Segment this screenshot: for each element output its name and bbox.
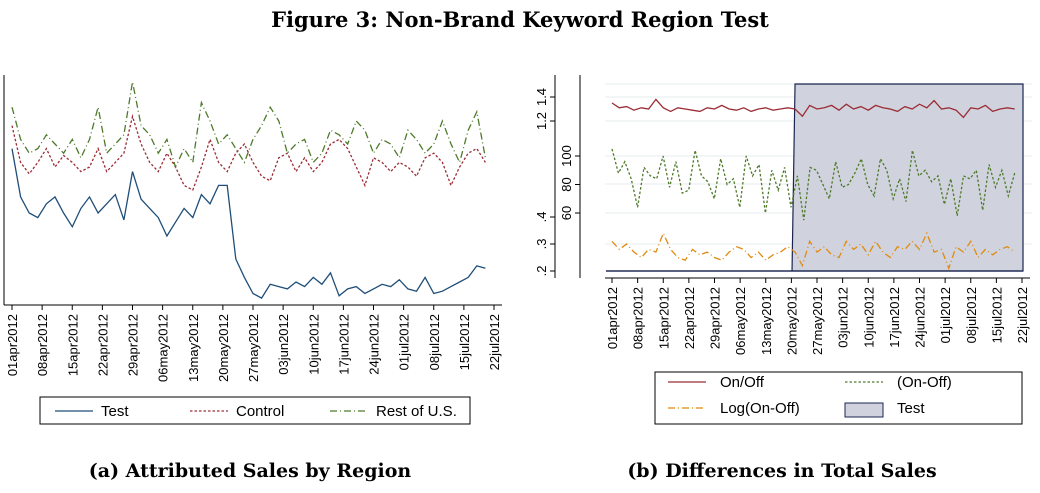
legend-label: Control <box>236 403 284 420</box>
x-tick-label: 22jul2012 <box>487 314 502 370</box>
x-tick-label: 24jun2012 <box>913 287 928 348</box>
y-tick-label: 1.2 <box>534 112 549 130</box>
x-tick-label: 01apr2012 <box>605 287 620 349</box>
x-tick-label: 06may2012 <box>733 287 748 355</box>
x-tick-label: 27may2012 <box>246 314 261 382</box>
series-line-on-off <box>611 98 1015 119</box>
x-tick-label: 08apr2012 <box>631 287 646 349</box>
x-tick-label: 06may2012 <box>156 314 171 382</box>
x-tick-label: 20may2012 <box>216 314 231 382</box>
x-tick-label: 01jul2012 <box>397 314 412 370</box>
legend-label: Log(On-Off) <box>720 400 800 417</box>
x-tick-label: 27may2012 <box>810 287 825 355</box>
x-tick-label: 22apr2012 <box>682 287 697 349</box>
legend-label: Rest of U.S. <box>376 403 457 420</box>
caption-b: (b) Differences in Total Sales <box>627 460 936 482</box>
x-tick-label: 17jun2012 <box>887 287 902 348</box>
legend-label: Test <box>897 400 925 417</box>
legend-key <box>844 402 884 418</box>
y-tick-label: .4 <box>534 212 549 223</box>
x-tick-label: 20may2012 <box>784 287 799 355</box>
x-tick-label: 13may2012 <box>186 314 201 382</box>
x-tick-label: 22jul2012 <box>1015 287 1030 343</box>
x-tick-label: 24jun2012 <box>367 314 382 375</box>
x-tick-label: 15apr2012 <box>65 314 80 376</box>
y-tick-label: 60 <box>559 206 574 220</box>
y-tick-label: 100 <box>559 145 574 167</box>
x-tick-label: 17jun2012 <box>336 314 351 375</box>
series-line-rest-of-u-s- <box>11 81 487 169</box>
x-tick-label: 01apr2012 <box>5 314 20 376</box>
x-tick-label: 15jul2012 <box>989 287 1004 343</box>
x-tick-label: 29apr2012 <box>126 314 141 376</box>
x-tick-label: 10jun2012 <box>861 287 876 348</box>
x-tick-label: 01jul2012 <box>938 287 953 343</box>
chart-b: 1.2 1.4 60 80 100 .2 .3 .4 01apr2012 08apr2012 15a… <box>534 75 1032 425</box>
y-tick-label: .2 <box>534 266 549 277</box>
legend-a <box>39 396 471 425</box>
x-tick-label: 03jun2012 <box>276 314 291 375</box>
x-tick-label: 10jun2012 <box>306 314 321 375</box>
x-tick-label: 08apr2012 <box>35 314 50 376</box>
x-tick-label: 15jul2012 <box>457 314 472 370</box>
y-tick-label: 80 <box>559 177 574 191</box>
y-tick-label: 1.4 <box>534 88 549 106</box>
figure-title: Figure 3: Non-Brand Keyword Region Test <box>271 7 769 32</box>
x-tick-label: 13may2012 <box>759 287 774 355</box>
caption-a: (a) Attributed Sales by Region <box>89 460 412 482</box>
legend-label: On/Off <box>720 374 765 391</box>
series-line-test <box>11 148 486 299</box>
x-tick-label: 22apr2012 <box>95 314 110 376</box>
x-tick-label: 03jun2012 <box>836 287 851 348</box>
x-tick-label: 08jul2012 <box>964 287 979 343</box>
y-tick-label: .3 <box>534 239 549 250</box>
x-tick-label: 08jul2012 <box>427 314 442 370</box>
x-tick-label: 29apr2012 <box>708 287 723 349</box>
legend-b <box>654 371 1023 425</box>
series-line-control <box>11 113 486 191</box>
legend-label: (On-Off) <box>897 374 952 391</box>
test-area <box>606 83 1024 272</box>
series-line-log-on-minus-off <box>611 231 1016 271</box>
chart-a: 01apr2012 08apr2012 15apr2012 22apr2012 29ap… <box>3 75 502 425</box>
legend-label: Test <box>101 403 129 420</box>
x-tick-label: 15apr2012 <box>656 287 671 349</box>
